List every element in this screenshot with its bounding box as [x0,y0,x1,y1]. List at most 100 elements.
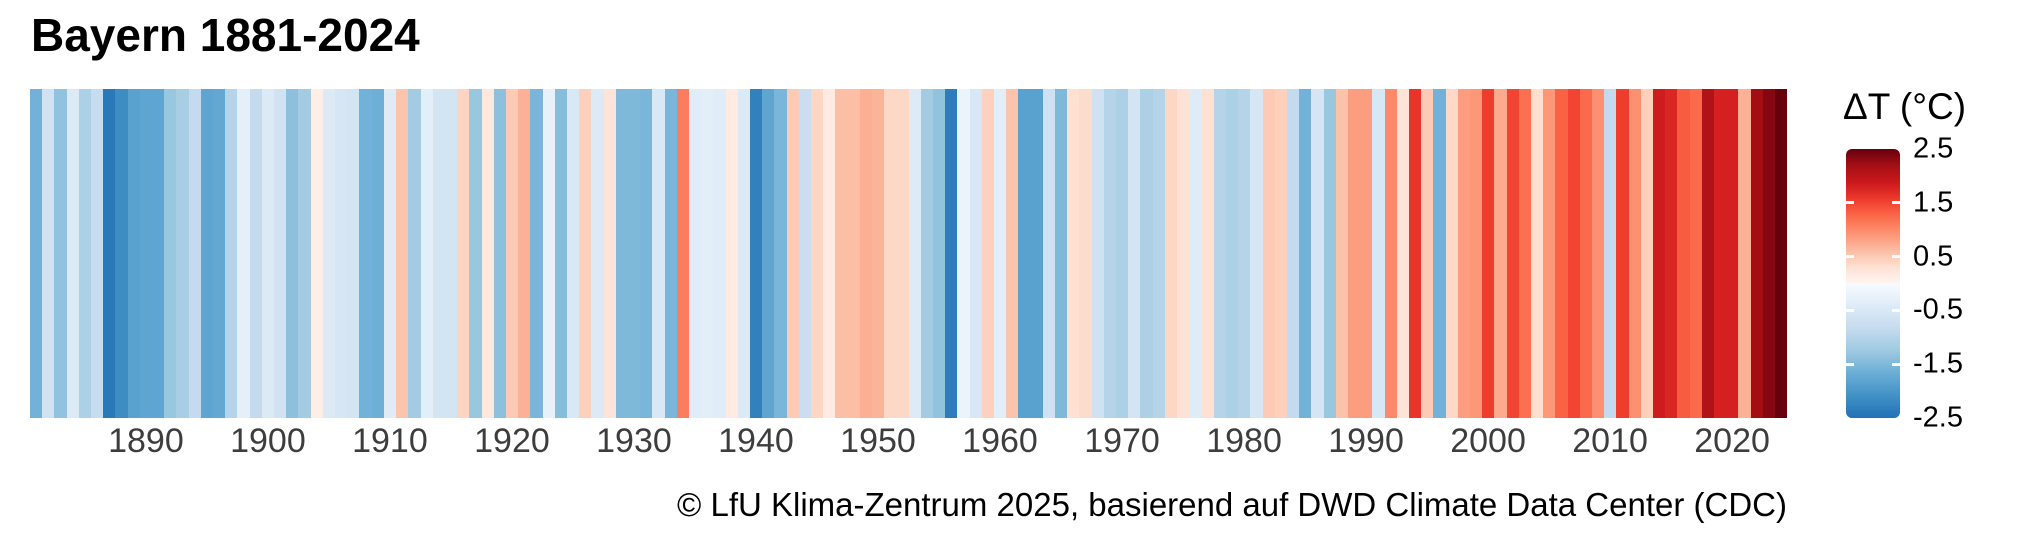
year-stripe-1981 [1250,89,1263,418]
year-stripe-1911 [396,89,409,418]
year-stripe-2015 [1665,89,1678,418]
year-stripe-1895 [200,89,214,418]
year-stripe-2019 [1714,89,1727,418]
legend-tick-mark-left-0.5 [1846,255,1854,259]
year-stripe-1965 [1055,89,1068,418]
year-stripe-1883 [54,89,67,418]
year-label-2020: 2020 [1694,422,1770,460]
year-stripe-1974 [1164,89,1178,418]
legend-tick-label-2.5: 2.5 [1913,132,1954,165]
year-stripe-1901 [274,89,287,418]
year-stripe-1954 [920,89,934,418]
year-stripe-2011 [1616,89,1629,418]
year-stripe-1999 [1469,89,1483,418]
legend-tick-label--1.5: -1.5 [1913,347,1963,380]
year-stripe-1912 [408,89,421,418]
year-stripe-1913 [420,89,433,418]
year-stripe-1976 [1189,89,1202,418]
year-stripe-1956 [945,89,958,418]
year-stripe-1903 [298,89,311,418]
year-stripe-1897 [225,89,238,418]
year-stripe-1929 [615,89,628,418]
legend-tick-mark-right--1.5 [1892,362,1900,366]
year-stripe-2002 [1506,89,1519,418]
legend-tick-label--2.5: -2.5 [1913,401,1963,434]
year-stripe-1996 [1433,89,1446,418]
year-stripe-2010 [1604,89,1617,418]
year-stripe-1993 [1396,89,1409,418]
year-stripe-1950 [872,89,885,418]
year-stripe-1938 [725,89,738,418]
year-stripe-1986 [1311,89,1324,418]
year-stripe-1881 [30,89,43,418]
year-stripe-2001 [1494,89,1507,418]
chart-title: Bayern 1881-2024 [31,9,420,61]
year-stripe-1916 [457,89,470,418]
year-stripe-1927 [591,89,604,418]
year-label-1950: 1950 [840,422,916,460]
year-stripe-1961 [1006,89,1019,418]
year-stripe-1970 [1116,89,1129,418]
year-stripe-1908 [359,89,372,418]
year-stripe-1931 [640,89,653,418]
year-stripe-1924 [554,89,567,418]
year-stripe-1982 [1262,89,1275,418]
year-stripe-1946 [823,89,836,418]
legend-tick-mark-left--0.5 [1846,308,1854,312]
year-stripe-2013 [1640,89,1654,418]
attribution-caption: © LfU Klima-Zentrum 2025, basierend auf … [676,486,1787,523]
legend-tick-mark-left--1.5 [1846,362,1854,366]
legend-colorbar [1846,149,1900,418]
year-stripe-1992 [1384,89,1397,418]
year-stripe-1989 [1347,89,1361,418]
year-stripe-1909 [371,89,384,418]
year-stripe-1951 [884,89,897,418]
year-stripe-1988 [1335,89,1348,418]
year-stripe-1904 [310,89,323,418]
year-stripe-2004 [1530,89,1544,418]
year-stripe-1942 [774,89,787,418]
year-stripe-1944 [798,89,811,418]
year-stripe-1919 [493,89,506,418]
year-label-1890: 1890 [108,422,184,460]
year-stripe-1943 [786,89,799,418]
year-stripe-1983 [1274,89,1287,418]
year-stripe-1898 [237,89,250,418]
legend-tick-mark-right-1.5 [1892,201,1900,205]
color-legend: ΔT (°C) 2.5 1.5 0.5 -0.5 -1.5 -2.5 [1830,80,2025,434]
year-stripe-1957 [957,89,970,418]
year-stripe-1939 [737,89,750,418]
year-stripe-1907 [347,89,360,418]
year-stripe-1948 [847,89,860,418]
legend-tick-label-0.5: 0.5 [1913,240,1954,273]
year-stripe-1966 [1067,89,1080,418]
year-stripe-1882 [42,89,55,418]
year-label-2010: 2010 [1572,422,1648,460]
year-stripe-1973 [1152,89,1165,418]
year-stripe-1917 [469,89,482,418]
year-stripe-1971 [1128,89,1141,418]
year-stripe-1990 [1360,89,1373,418]
year-stripe-1885 [78,89,92,418]
stripes-plot [30,89,1788,418]
year-label-2000: 2000 [1450,422,1526,460]
year-stripe-1888 [115,89,128,418]
year-stripe-1890 [139,89,153,418]
year-stripe-1899 [249,89,262,418]
year-stripe-1914 [432,89,445,418]
year-stripe-1953 [908,89,921,418]
year-label-1970: 1970 [1084,422,1160,460]
year-label-1910: 1910 [352,422,428,460]
year-stripe-2007 [1567,89,1580,418]
year-stripe-1991 [1372,89,1385,418]
year-stripe-1933 [664,89,677,418]
year-stripe-1960 [994,89,1007,418]
year-stripe-1949 [859,89,873,418]
year-stripe-2020 [1726,89,1739,418]
year-stripe-2009 [1592,89,1605,418]
year-stripe-2003 [1518,89,1531,418]
year-stripe-2017 [1689,89,1702,418]
year-stripe-1987 [1323,89,1336,418]
year-stripe-1955 [933,89,946,418]
year-stripe-1975 [1177,89,1190,418]
